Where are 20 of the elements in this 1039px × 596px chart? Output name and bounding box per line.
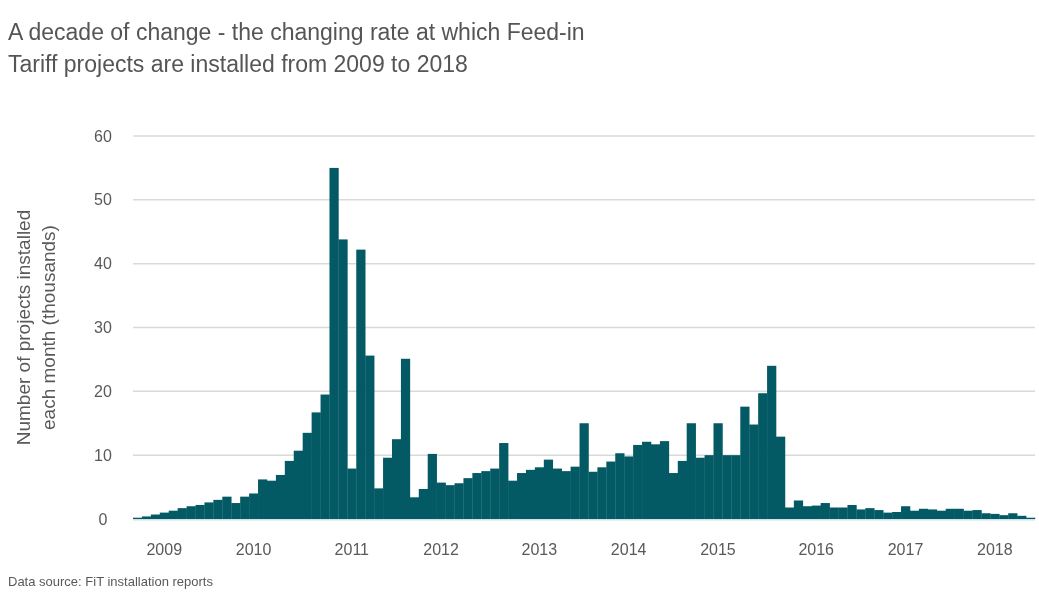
x-tick-label: 2017 bbox=[887, 541, 924, 558]
x-tick-label: 2016 bbox=[798, 541, 835, 558]
y-tick-label: 30 bbox=[94, 319, 112, 337]
x-tick-label: 2010 bbox=[235, 541, 272, 558]
x-tick-label: 2011 bbox=[334, 541, 370, 558]
y-tick-label: 10 bbox=[94, 446, 112, 464]
y-axis-title: Number of projects installed each month (thousands) bbox=[13, 209, 59, 446]
y-tick-label: 60 bbox=[94, 127, 112, 145]
x-tick-label: 2012 bbox=[423, 541, 460, 558]
y-tick-label: 50 bbox=[94, 191, 112, 209]
y-tick-label: 0 bbox=[98, 510, 108, 528]
source-note: Data source: FiT installation reports bbox=[8, 574, 214, 589]
chart-title: A decade of change - the changing rate at which Feed-in Tariff projects are installed from 2009 to 2018 bbox=[8, 19, 585, 77]
x-tick-label: 2013 bbox=[521, 541, 558, 558]
y-tick-label: 40 bbox=[94, 255, 112, 273]
x-tick-label: 2018 bbox=[977, 541, 1013, 558]
x-tick-label: 2009 bbox=[146, 541, 183, 558]
x-tick-label: 2015 bbox=[700, 541, 736, 558]
y-tick-label: 20 bbox=[94, 382, 112, 400]
x-tick-label: 2014 bbox=[610, 541, 647, 558]
